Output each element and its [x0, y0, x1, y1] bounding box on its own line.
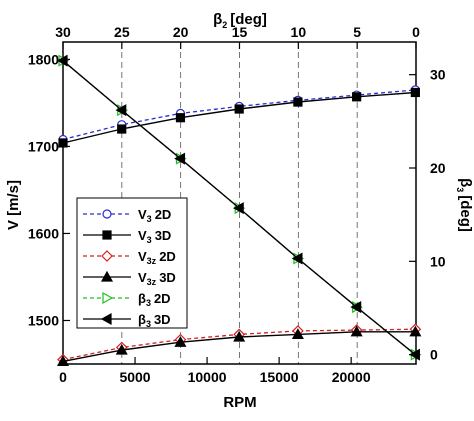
- series-5: [56, 54, 420, 361]
- y-right-tick-label: 30: [430, 67, 446, 83]
- legend-marker: [100, 312, 112, 326]
- legend-entry: V3z 2D: [83, 249, 176, 266]
- data-point: [410, 87, 420, 98]
- data-point: [117, 124, 127, 134]
- y-right-label: β3[deg]: [455, 178, 474, 232]
- legend-marker: [100, 270, 114, 282]
- y-right-tick-label: 20: [430, 160, 446, 176]
- data-point: [350, 301, 362, 314]
- data-point: [291, 252, 303, 265]
- legend-entry: V3 2D: [83, 207, 171, 224]
- x-bottom-tick-label: 10000: [188, 369, 227, 385]
- legend-label: V3z 3D: [138, 270, 176, 287]
- series-3: [56, 325, 422, 366]
- data-point: [233, 330, 246, 342]
- axis-ticks: 30 25 20 15 10 5 0 0 5000 10000 15000 20000 1500 1600…: [28, 24, 446, 385]
- data-point: [56, 54, 68, 67]
- data-point: [232, 202, 244, 215]
- legend-label: V3 2D: [138, 207, 171, 224]
- legend-marker: [101, 250, 113, 262]
- x-top-tick-label: 30: [55, 24, 71, 40]
- legend-entry: V3z 3D: [83, 270, 176, 287]
- data-point: [174, 152, 186, 165]
- series-1: [58, 87, 420, 148]
- y-left-tick-label: 1800: [28, 51, 59, 67]
- data-point: [409, 325, 422, 337]
- legend-label: β3 3D: [138, 312, 171, 329]
- legend-label: V3 3D: [138, 228, 171, 245]
- data-point: [175, 113, 186, 123]
- legend-entry: β3 2D: [83, 291, 171, 308]
- y-right-tick-label: 10: [430, 253, 446, 269]
- data-point: [409, 348, 420, 361]
- data-point: [350, 325, 363, 337]
- legend-marker: [102, 230, 112, 240]
- x-top-tick-label: 15: [232, 24, 248, 40]
- legend-label: β3 2D: [138, 291, 171, 308]
- legend: V3 2D V3 3D V3z 2D V3z 3D β3 2D β3 3D: [76, 197, 188, 329]
- x-top-tick-label: 25: [114, 24, 130, 40]
- y-right-tick-label: 0: [430, 347, 438, 363]
- data-point: [174, 336, 187, 347]
- series-layer: [56, 54, 422, 366]
- x-bottom-tick-label: 15000: [260, 369, 299, 385]
- data-point: [291, 328, 304, 340]
- data-point: [352, 92, 362, 102]
- data-point: [115, 104, 127, 117]
- data-point: [58, 138, 68, 148]
- legend-box: [76, 197, 188, 329]
- x-bottom-label: RPM: [223, 394, 256, 411]
- x-bottom-tick-label: 5000: [119, 369, 150, 385]
- x-top-tick-label: 5: [353, 24, 361, 40]
- y-left-label: V [m/s]: [5, 180, 22, 230]
- data-point: [234, 104, 244, 114]
- data-point: [56, 355, 70, 366]
- legend-entry: β3 3D: [83, 312, 171, 329]
- x-bottom-tick-label: 0: [59, 369, 67, 385]
- y-left-tick-label: 1700: [28, 138, 59, 154]
- data-point: [115, 343, 128, 355]
- y-left-tick-label: 1500: [28, 312, 59, 328]
- legend-marker: [102, 209, 112, 219]
- x-top-label: β2 [deg]: [213, 11, 267, 30]
- data-point: [293, 97, 303, 107]
- legend-label: V3z 2D: [138, 249, 176, 266]
- x-top-tick-label: 20: [173, 24, 189, 40]
- y-left-tick-label: 1600: [28, 225, 59, 241]
- legend-marker: [102, 291, 114, 305]
- x-bottom-tick-label: 20000: [332, 369, 371, 385]
- x-top-tick-label: 10: [291, 24, 307, 40]
- legend-entry: V3 3D: [83, 228, 171, 245]
- x-top-tick-label: 0: [412, 24, 420, 40]
